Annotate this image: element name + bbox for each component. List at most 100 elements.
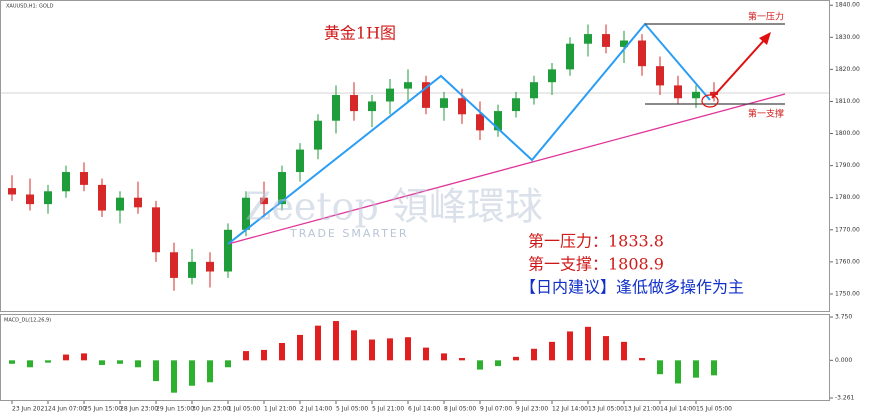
x-tick-label: 25 Jun 15:00 — [84, 406, 122, 413]
macd-bar — [369, 339, 375, 361]
macd-panel — [0, 314, 830, 401]
candle-body — [224, 229, 232, 272]
macd-bar — [9, 360, 15, 364]
macd-bar — [315, 325, 321, 361]
candle-body — [476, 114, 484, 131]
circle — [701, 94, 719, 108]
candle-body — [170, 252, 178, 278]
macd-bar — [99, 360, 105, 365]
x-tick-label: 23 Jun 2021 — [12, 406, 48, 413]
macd-bar — [243, 351, 249, 361]
x-tick-label: 13 Jul 21:00 — [624, 406, 660, 413]
support-note: 第一支撑：1808.9 — [528, 255, 664, 274]
y-tick-label: 1830.00 — [835, 34, 860, 41]
support-label: 第一支撑 — [748, 108, 784, 120]
candle-body — [548, 69, 556, 83]
x-tick-label: 9 Jul 23:00 — [516, 406, 548, 413]
candle-body — [458, 98, 466, 115]
resistance-label: 第一压力 — [748, 11, 784, 23]
y-tick-label: 1810.00 — [835, 98, 860, 105]
candle-body — [674, 85, 682, 99]
candle-body — [512, 98, 520, 112]
y-tick-label: 1840.00 — [835, 2, 860, 9]
candle-body — [26, 194, 34, 205]
macd-bar — [333, 321, 339, 361]
candle-body — [638, 40, 646, 67]
macd-bar — [117, 360, 123, 364]
macd-bar — [675, 360, 681, 384]
x-tick-label: 30 Jun 23:00 — [192, 406, 230, 413]
marks: 1750.00 1760.00 1770.00 1780.00 1790.00 1800.… — [8, 2, 860, 413]
macd-bar — [477, 360, 483, 370]
macd-bar — [351, 330, 357, 361]
x-tick-label: 13 Jul 05:00 — [588, 406, 624, 413]
y-tick-label: 1820.00 — [835, 66, 860, 73]
macd-bar — [621, 341, 627, 361]
macd-bar — [603, 336, 609, 361]
candle-body — [188, 261, 196, 278]
drawings — [227, 22, 786, 245]
watermark: Zeetop 領峰環球 — [245, 185, 543, 229]
macd-bar — [513, 356, 519, 361]
candle-body — [584, 34, 592, 44]
macd-bar — [531, 348, 537, 361]
candle-body — [386, 88, 394, 102]
macd-bar — [585, 326, 591, 361]
x-tick-label: 2 Jul 14:00 — [300, 406, 332, 413]
macd-bar — [567, 331, 573, 361]
candle-body — [98, 184, 106, 211]
candle-body — [152, 207, 160, 253]
x-tick-label: 6 Jul 14:00 — [408, 406, 440, 413]
candle-body — [332, 95, 340, 121]
candle-body — [134, 197, 142, 208]
macd-bar — [135, 360, 141, 368]
candle-body — [314, 120, 322, 150]
x-tick-label: 1 Jul 21:00 — [264, 406, 296, 413]
macd-bar — [387, 338, 393, 361]
macd-bar — [693, 360, 699, 378]
macd-bar — [27, 360, 33, 368]
macd-bar — [279, 342, 285, 361]
x-tick-label: 24 Jun 07:00 — [48, 406, 86, 413]
macd-bar — [63, 354, 69, 361]
candle-body — [368, 101, 376, 112]
x-tick-label: 5 Jul 21:00 — [372, 406, 404, 413]
x-tick-label: 15 Jul 05:00 — [696, 406, 732, 413]
macd-bar — [297, 334, 303, 361]
y-tick-label: 1750.00 — [835, 290, 860, 297]
macd-bar — [639, 358, 645, 361]
symbol: XAUUSD,H1: GOLD — [6, 4, 54, 10]
x-tick-label: 28 Jun 23:00 — [120, 406, 158, 413]
y-tick-label: 3.750 — [835, 314, 852, 321]
macd-bar — [549, 341, 555, 361]
candle-body — [602, 34, 610, 47]
price-panel — [0, 0, 830, 312]
macd-bar — [441, 353, 447, 361]
arrow-head — [759, 32, 771, 45]
y-tick-label: 1760.00 — [835, 258, 860, 265]
macd-bar — [423, 347, 429, 361]
wave-line — [227, 22, 711, 245]
x-tick-label: 9 Jul 07:00 — [480, 406, 512, 413]
x-tick-label: 5 Jul 05:00 — [336, 406, 368, 413]
candle-body — [8, 188, 16, 195]
watermark-slogan: TRADE SMARTER — [289, 227, 409, 240]
advice: 【日内建议】逢低做多操作为主 — [520, 278, 744, 297]
macd-bar — [45, 360, 51, 363]
candle-body — [566, 43, 574, 70]
macd-bar — [153, 360, 159, 382]
macd-bar — [657, 360, 663, 375]
candle-body — [404, 82, 412, 89]
y-tick-label: 1780.00 — [835, 194, 860, 201]
macd-bar — [711, 360, 717, 376]
x-tick-label: 29 Jun 15:00 — [156, 406, 194, 413]
candle-body — [656, 66, 664, 86]
macd-bar — [225, 360, 231, 368]
candle-body — [80, 172, 88, 185]
candle-body — [278, 172, 286, 205]
y-tick-label: 1800.00 — [835, 130, 860, 137]
macd-bar — [207, 360, 213, 383]
macd-bar — [189, 360, 195, 386]
